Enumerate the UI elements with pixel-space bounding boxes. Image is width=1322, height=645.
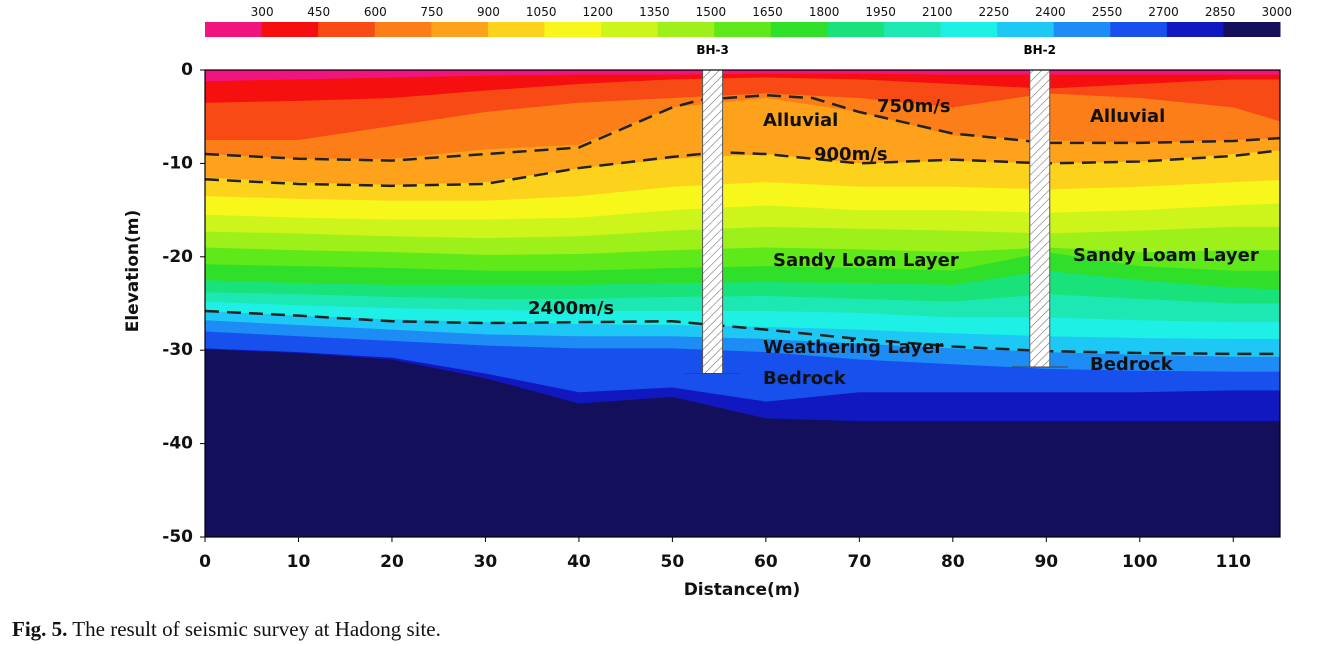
- x-tick-label: 70: [848, 552, 872, 572]
- y-tick-label: -10: [162, 153, 193, 173]
- colorbar-label: 1200: [583, 5, 614, 19]
- x-tick-label: 50: [661, 552, 685, 572]
- annotation: 900m/s: [814, 144, 888, 165]
- colorbar-swatch: [997, 22, 1055, 37]
- colorbar-label: 300: [251, 5, 274, 19]
- y-tick-label: -30: [162, 340, 193, 360]
- x-tick-label: 80: [941, 552, 965, 572]
- colorbar-swatch: [544, 22, 602, 37]
- colorbar-swatch: [940, 22, 998, 37]
- y-tick-label: 0: [181, 60, 193, 80]
- colorbar-swatch: [1223, 22, 1281, 37]
- colorbar-swatch: [374, 22, 432, 37]
- colorbar-label: 1500: [696, 5, 727, 19]
- annotation: Weathering Layer: [763, 337, 943, 358]
- x-tick-label: 30: [474, 552, 498, 572]
- y-tick-label: -20: [162, 247, 193, 267]
- borehole-label: BH-2: [1023, 43, 1056, 57]
- colorbar-swatch: [657, 22, 715, 37]
- colorbar-swatch: [205, 22, 263, 37]
- colorbar-label: 2700: [1148, 5, 1179, 19]
- colorbar-label: 1650: [752, 5, 783, 19]
- caption-label: Fig. 5.: [12, 617, 67, 641]
- annotation: Bedrock: [1090, 354, 1174, 375]
- colorbar-label: 1950: [865, 5, 896, 19]
- x-tick-label: 10: [287, 552, 311, 572]
- annotation: Alluvial: [1090, 106, 1165, 127]
- colorbar-swatch: [1110, 22, 1168, 37]
- annotation: Sandy Loam Layer: [1073, 245, 1259, 266]
- annotation: Sandy Loam Layer: [773, 250, 959, 271]
- colorbar-swatch: [601, 22, 659, 37]
- caption: Fig. 5. The result of seismic survey at …: [12, 617, 441, 641]
- colorbar-label: 750: [420, 5, 443, 19]
- colorbar-swatch: [1166, 22, 1224, 37]
- y-tick-label: -40: [162, 434, 193, 454]
- colorbar-label: 1800: [809, 5, 840, 19]
- colorbar-swatch: [431, 22, 489, 37]
- colorbar-swatch: [261, 22, 319, 37]
- colorbar-swatch: [883, 22, 942, 37]
- colorbar-label: 2250: [979, 5, 1010, 19]
- colorbar-swatch: [318, 22, 376, 37]
- annotation: 750m/s: [877, 96, 951, 117]
- x-axis-title: Distance(m): [684, 580, 801, 600]
- boundary-line: [205, 309, 1280, 356]
- colorbar-swatch: [827, 22, 885, 37]
- annotation: 2400m/s: [528, 298, 614, 319]
- x-tick-label: 100: [1122, 552, 1158, 572]
- y-axis-title: Elevation(m): [123, 210, 143, 333]
- colorbar-label: 600: [364, 5, 387, 19]
- colorbar-label: 1050: [526, 5, 557, 19]
- annotation: Bedrock: [763, 368, 847, 389]
- colorbar-swatch: [1053, 22, 1111, 37]
- colorbar-label: 450: [307, 5, 330, 19]
- borehole: [1029, 69, 1051, 368]
- overlay: BH-3 BH-2 750m/s Alluvial 900m/s Alluvial Sand…: [528, 43, 1259, 389]
- colorbar-label: 1350: [639, 5, 670, 19]
- borehole-label: BH-3: [696, 43, 729, 57]
- colorbar-label: 2100: [922, 5, 953, 19]
- colorbar-label: 3000: [1261, 5, 1292, 19]
- colorbar-swatch: [487, 22, 545, 37]
- x-tick-label: 20: [380, 552, 404, 572]
- x-tick-label: 110: [1216, 552, 1252, 572]
- colorbar-label: 2850: [1205, 5, 1236, 19]
- colorbar-label: 2550: [1092, 5, 1123, 19]
- colorbar-swatch: [714, 22, 772, 37]
- borehole: [702, 69, 724, 375]
- y-tick-label: -50: [162, 527, 193, 547]
- plot-frame: [204, 69, 1281, 538]
- x-tick-label: 0: [199, 552, 211, 572]
- annotation: Alluvial: [763, 110, 838, 131]
- velocity-field: [205, 70, 1280, 537]
- boundary-line: [205, 149, 1280, 188]
- colorbar-label: 900: [477, 5, 500, 19]
- colorbar-label: 2400: [1035, 5, 1066, 19]
- colorbar-swatch: [770, 22, 828, 37]
- caption-text: The result of seismic survey at Hadong s…: [72, 617, 441, 641]
- velocity-band: [205, 349, 1280, 537]
- x-tick-label: 40: [567, 552, 591, 572]
- x-tick-label: 90: [1034, 552, 1058, 572]
- x-tick-label: 60: [754, 552, 778, 572]
